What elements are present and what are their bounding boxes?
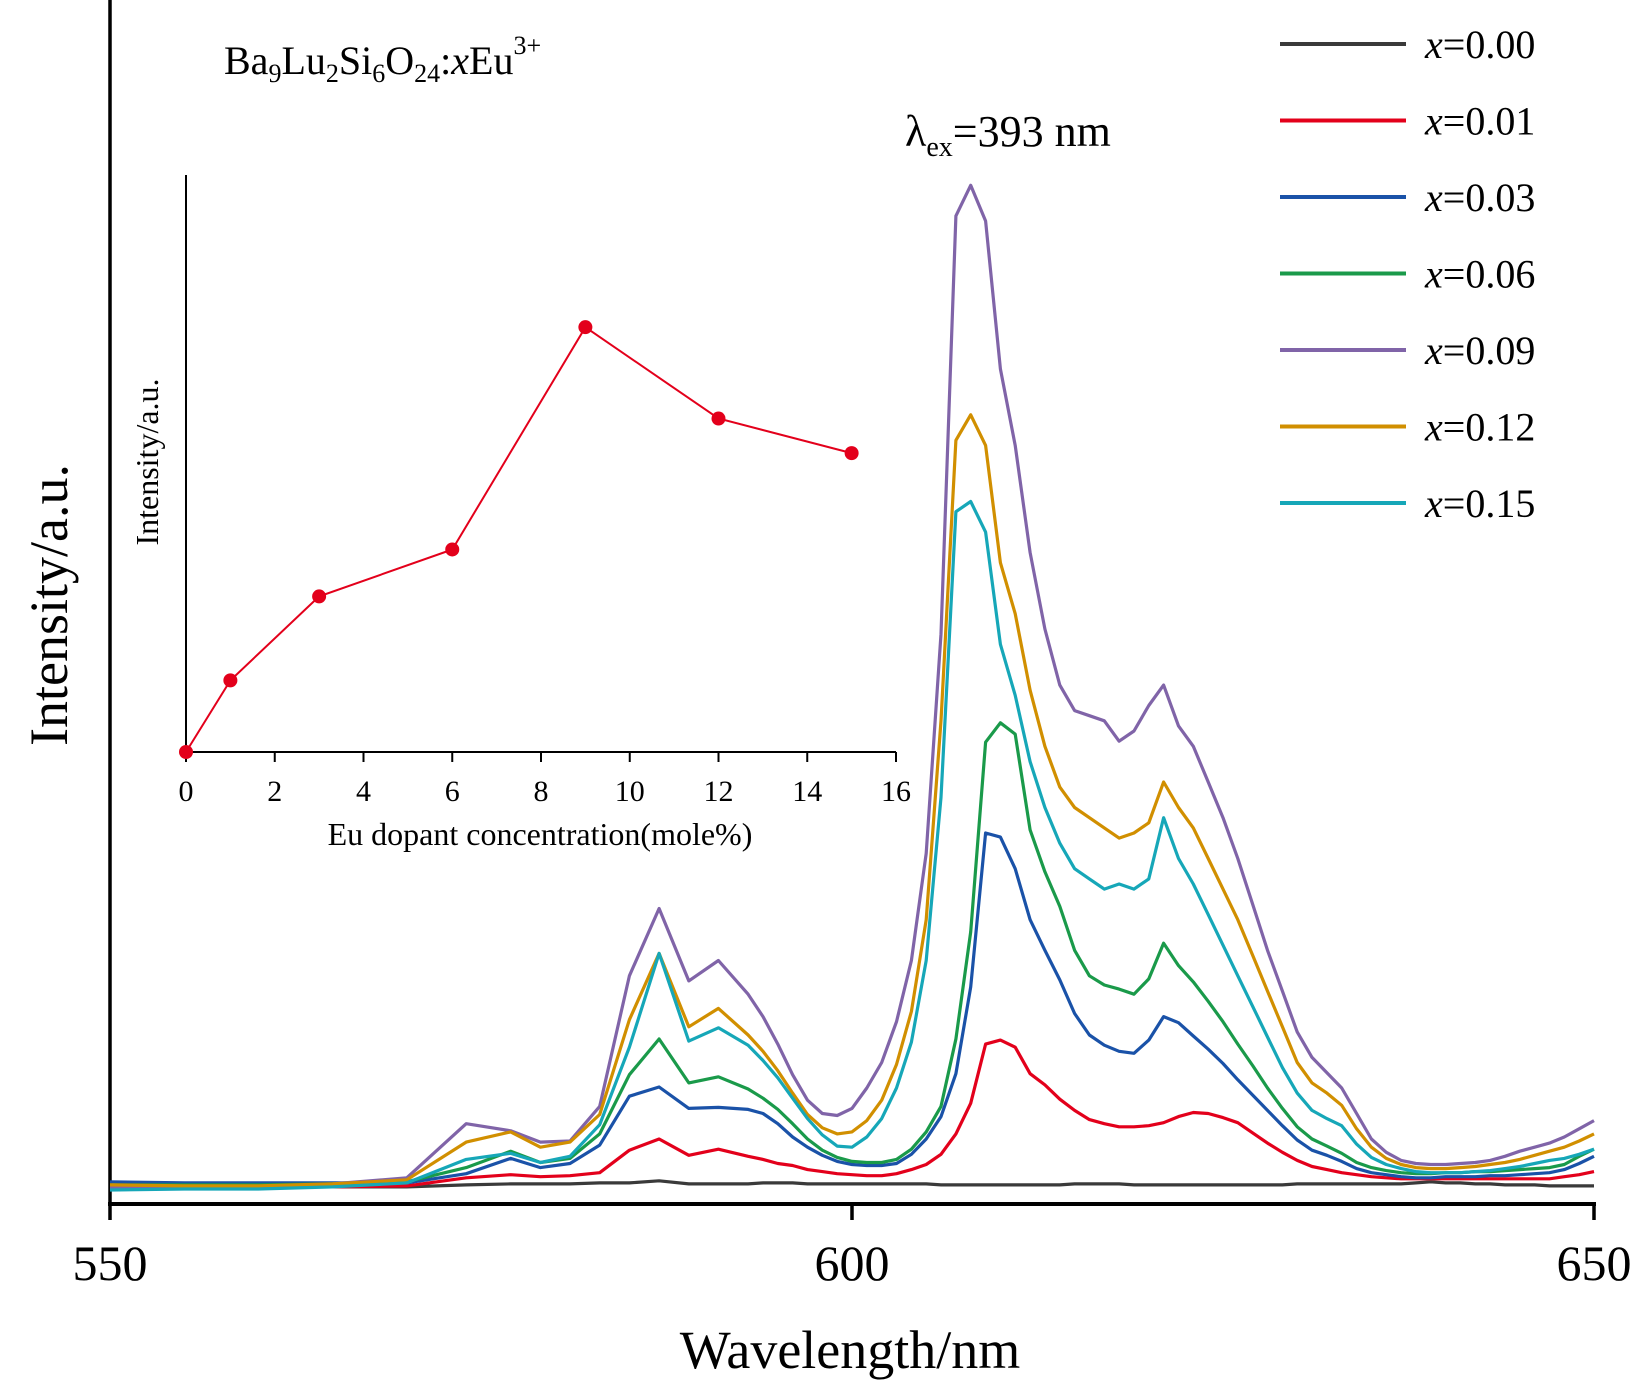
main-y-axis-title: Intensity/a.u. xyxy=(19,464,79,746)
inset-concentration-plot: 0 2 4 6 8 10 12 14 16 Eu dopant concentration(mo… xyxy=(129,175,911,852)
inset-x-tick-label-0: 0 xyxy=(179,775,194,808)
inset-x-tick-label-6: 6 xyxy=(445,775,460,808)
inset-x-tick-label-10: 10 xyxy=(615,775,645,808)
inset-point-x9 xyxy=(578,320,593,335)
inset-y-axis-title: Intensity/a.u. xyxy=(129,378,165,545)
series-line-x-0-03 xyxy=(109,831,1595,1185)
inset-point-x0 xyxy=(179,745,193,759)
main-x-tick-label-550: 550 xyxy=(73,1235,148,1291)
inset-line xyxy=(185,325,852,753)
series-line-x-0-09 xyxy=(110,183,1595,1189)
inset-point-x12 xyxy=(711,411,726,426)
inset-x-tick-label-16: 16 xyxy=(881,775,911,808)
legend-label-x-0-15: x=0.15 xyxy=(1424,481,1535,526)
inset-series xyxy=(179,320,859,759)
inset-point-x6 xyxy=(445,542,460,557)
legend: x=0.00 x=0.01 x=0.03 x=0.06 x=0.09 x=0.12 x=0.… xyxy=(1280,22,1535,526)
series-line-x-0-00 xyxy=(110,1179,1594,1189)
inset-x-axis-title: Eu dopant concentration(mole%) xyxy=(328,816,753,852)
inset-x-tick-label-14: 14 xyxy=(792,775,822,808)
series-line-x-0-15 xyxy=(109,499,1595,1192)
inset-x-tick-label-8: 8 xyxy=(534,775,549,808)
main-x-tick-label-600: 600 xyxy=(815,1235,890,1291)
main-x-axis-title: Wavelength/nm xyxy=(680,1320,1021,1380)
excitation-wavelength-label: λex=393 nm xyxy=(905,107,1111,163)
inset-point-x1 xyxy=(223,673,238,688)
legend-label-x-0-12: x=0.12 xyxy=(1424,405,1535,450)
inset-x-ticks: 0 2 4 6 8 10 12 14 16 xyxy=(179,752,911,808)
inset-x-tick-label-4: 4 xyxy=(356,775,371,808)
main-x-ticks: 550 600 650 xyxy=(73,1204,1632,1291)
main-x-tick-label-650: 650 xyxy=(1557,1235,1632,1291)
inset-point-x3 xyxy=(312,589,327,604)
legend-label-x-0-09: x=0.09 xyxy=(1424,328,1535,373)
main-plot-axes xyxy=(108,0,1596,1206)
legend-label-x-0-01: x=0.01 xyxy=(1424,99,1535,144)
legend-label-x-0-03: x=0.03 xyxy=(1424,175,1535,220)
sample-formula-label: Ba9Lu2Si6O24:xEu3+ xyxy=(224,31,541,88)
inset-point-x15 xyxy=(844,446,859,461)
series-line-x-0-06 xyxy=(110,721,1595,1187)
series-line-x-0-12 xyxy=(109,413,1595,1188)
inset-x-tick-label-12: 12 xyxy=(704,775,734,808)
legend-label-x-0-00: x=0.00 xyxy=(1424,22,1535,67)
main-series-lines xyxy=(109,183,1595,1192)
legend-label-x-0-06: x=0.06 xyxy=(1424,252,1535,297)
inset-x-tick-label-2: 2 xyxy=(267,775,282,808)
